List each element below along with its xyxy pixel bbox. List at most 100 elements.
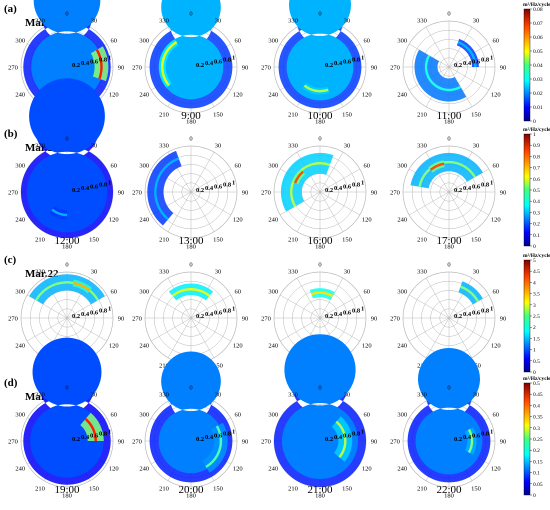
grid-spoke: [319, 152, 344, 193]
energy-peak: [31, 0, 103, 103]
colorbar-tick-label: 0.6: [533, 177, 540, 183]
energy-peak: [30, 337, 104, 478]
angle-tick-label: 210: [417, 485, 427, 492]
angle-tick-label: 90: [242, 439, 249, 446]
panel-time-label: 16:00: [307, 235, 333, 247]
radial-tick-label: 0.6: [90, 432, 99, 439]
angle-tick-label: 240: [139, 92, 149, 99]
angle-tick-label: 60: [493, 412, 500, 419]
angle-tick-label: 300: [15, 38, 25, 45]
angle-tick-label: 240: [139, 217, 149, 224]
colorbar-tick-label: 0.8: [533, 154, 540, 160]
angle-tick-label: 90: [500, 190, 507, 197]
colorbar-tick-label: 4.5: [533, 269, 540, 275]
colorbar-tick-label: 0.4: [533, 403, 540, 409]
radial-tick-label: 0.6: [214, 309, 223, 316]
energy-sector: [410, 152, 483, 189]
colorbar-tick-label: 0.1: [533, 233, 540, 239]
angle-tick-label: 300: [15, 289, 25, 296]
grid-spoke: [190, 317, 231, 342]
radial-tick-label: 0.2: [72, 62, 80, 69]
energy-peak: [72, 281, 91, 292]
radial-tick-label: 0.8: [352, 56, 361, 63]
radial-tick-label: 0.6: [343, 183, 352, 190]
angle-tick-label: 300: [15, 163, 25, 170]
angle-tick-label: 270: [390, 439, 400, 446]
angle-tick-label: 30: [473, 392, 480, 399]
angle-tick-label: 120: [109, 92, 119, 99]
grid-spoke: [151, 317, 192, 342]
radial-tick-label: 1: [108, 305, 111, 312]
panel-time-label: 19:00: [54, 484, 80, 496]
grid-spoke: [425, 191, 450, 232]
radial-tick-label: 0.8: [481, 56, 490, 63]
angle-tick-label: 30: [344, 18, 351, 25]
angle-tick-label: 30: [91, 269, 98, 276]
panel-time-label: 10:00: [307, 110, 333, 122]
radial-tick-label: 0.6: [90, 309, 99, 316]
colorbar-tick-label: 1: [533, 348, 536, 354]
radial-tick-label: 0.2: [196, 187, 204, 194]
angle-tick-label: 210: [159, 362, 169, 369]
angle-tick-label: 0: [189, 136, 192, 143]
angle-tick-label: 240: [268, 217, 278, 224]
colorbar-tick-label: 0: [533, 493, 536, 499]
angle-tick-label: 240: [15, 466, 25, 473]
angle-tick-label: 300: [139, 412, 149, 419]
angle-tick-label: 150: [213, 111, 223, 118]
angle-tick-label: 0: [189, 11, 192, 18]
grid-spoke: [448, 66, 489, 91]
angle-tick-label: 0: [65, 136, 68, 143]
angle-tick-label: 240: [268, 92, 278, 99]
grid-spoke: [425, 278, 450, 319]
colorbar-tick-label: 0.01: [533, 105, 543, 111]
angle-tick-label: 180: [186, 119, 196, 126]
angle-tick-label: 0: [447, 262, 450, 269]
energy-peak: [26, 78, 108, 233]
angle-tick-label: 330: [288, 143, 298, 150]
angle-tick-label: 330: [159, 392, 169, 399]
radial-tick-label: 0.4: [205, 311, 214, 318]
radial-tick-label: 1: [108, 428, 111, 435]
angle-tick-label: 60: [235, 412, 242, 419]
angle-tick-label: 0: [189, 385, 192, 392]
radial-tick-label: 0.8: [352, 181, 361, 188]
angle-tick-label: 210: [288, 111, 298, 118]
angle-tick-label: 60: [364, 38, 371, 45]
angle-tick-label: 270: [261, 439, 271, 446]
colorbar-tick-label: 0.06: [533, 35, 543, 41]
angle-tick-label: 270: [390, 65, 400, 72]
angle-tick-label: 210: [288, 236, 298, 243]
energy-peak: [286, 0, 354, 101]
colorbar-tick-label: 0.25: [533, 437, 543, 443]
radial-tick-label: 0.6: [90, 183, 99, 190]
angle-tick-label: 240: [15, 343, 25, 350]
angle-tick-label: 180: [315, 244, 325, 251]
angle-tick-label: 240: [139, 466, 149, 473]
angle-tick-label: 0: [318, 385, 321, 392]
angle-tick-label: 150: [89, 485, 99, 492]
angle-tick-label: 30: [473, 269, 480, 276]
angle-tick-label: 0: [447, 136, 450, 143]
angle-tick-label: 330: [417, 143, 427, 150]
energy-peak: [84, 418, 97, 441]
colorbar-tick-label: 0.02: [533, 91, 543, 97]
grid-spoke: [190, 152, 215, 193]
radial-tick-label: 1: [232, 305, 235, 312]
colorbar-tick-label: 0.2: [533, 222, 540, 228]
angle-tick-label: 150: [213, 236, 223, 243]
angle-tick-label: 180: [62, 244, 72, 251]
grid-spoke: [66, 317, 107, 342]
angle-tick-label: 270: [8, 439, 18, 446]
colorbar-tick-label: 4: [533, 280, 536, 286]
colorbar-tick-label: 5: [533, 258, 536, 264]
angle-tick-label: 60: [235, 38, 242, 45]
angle-tick-label: 240: [397, 92, 407, 99]
polar-panel: 03060901201501802102402703003300.20.40.6…: [8, 0, 124, 126]
radial-tick-label: 0.8: [99, 56, 108, 63]
colorbar-tick-label: 1: [533, 132, 536, 138]
angle-tick-label: 0: [318, 262, 321, 269]
